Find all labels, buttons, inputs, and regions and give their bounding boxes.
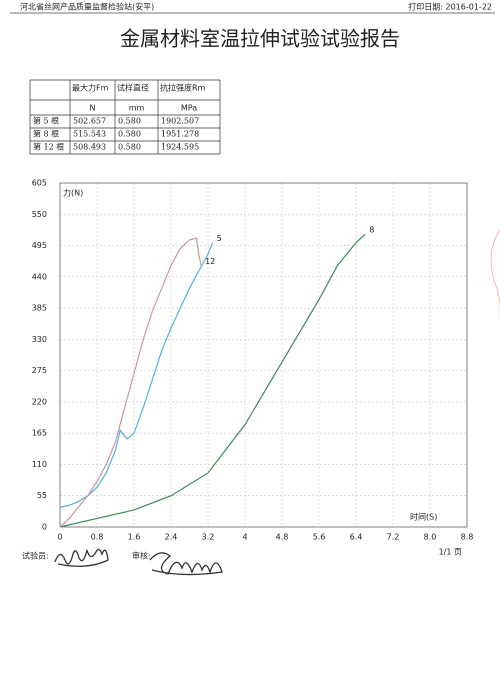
x-tick-label: 0.8	[91, 533, 104, 542]
y-tick-label: 110	[32, 460, 47, 469]
table-cell: 1951.278	[161, 130, 199, 139]
curve	[59, 233, 366, 528]
x-tick-label: 8.8	[461, 533, 474, 542]
table-cell: 第 12 根	[33, 142, 64, 152]
y-tick-label: 440	[32, 272, 47, 281]
table-header: 试样直径	[117, 83, 149, 93]
y-tick-label: 385	[32, 304, 47, 313]
x-tick-label: 6.4	[350, 533, 363, 542]
table-unit: mm	[129, 104, 145, 113]
table-unit: N	[90, 104, 96, 113]
y-tick-label: 495	[32, 241, 47, 250]
print-date: 打印日期: 2016-01-22	[408, 2, 492, 12]
table-unit: MPa	[181, 104, 197, 113]
y-tick-label: 55	[37, 491, 47, 500]
x-tick-label: 4	[242, 533, 247, 542]
table-cell: 502.657	[73, 117, 106, 126]
y-tick-label: 275	[32, 366, 47, 375]
tester-label: 试验员:	[22, 551, 49, 561]
table-cell: 1902.507	[161, 117, 199, 126]
plot-frame	[59, 182, 468, 528]
x-tick-label: 1.6	[128, 533, 141, 542]
page-number: 1/1 页	[439, 548, 462, 557]
curve-label: 12	[205, 257, 215, 266]
report-title: 金属材料室温拉伸试验试验报告	[120, 27, 400, 51]
reviewer-label: 审核:	[132, 551, 151, 561]
y-tick-label: 330	[32, 335, 47, 344]
curve	[59, 237, 202, 528]
y-tick-label: 220	[32, 397, 47, 406]
x-tick-label: 7.2	[387, 533, 400, 542]
table-cell: 515.543	[73, 130, 106, 139]
y-tick-label: 165	[32, 429, 47, 438]
x-tick-label: 5.6	[313, 533, 326, 542]
table-cell: 508.493	[73, 143, 106, 152]
station-name: 河北省丝网产品质量监督检验站(安平)	[20, 2, 154, 12]
x-axis-label: 时间(S)	[410, 512, 437, 522]
x-tick-label: 2.4	[165, 533, 178, 542]
tester-signature	[54, 548, 109, 567]
y-tick-label: 0	[42, 523, 47, 532]
x-tick-label: 4.8	[276, 533, 289, 542]
table-header: 抗拉强度Rm	[160, 83, 206, 93]
y-axis-label: 力(N)	[63, 188, 83, 198]
table-cell: 第 5 根	[33, 116, 59, 126]
table-cell: 第 8 根	[33, 129, 59, 139]
y-tick-label: 550	[32, 210, 47, 219]
y-tick-label: 605	[32, 179, 47, 188]
x-tick-label: 3.2	[202, 533, 215, 542]
table-cell: 1924.595	[161, 143, 199, 152]
curve-label: 8	[369, 226, 374, 235]
table-cell: 0.580	[118, 117, 141, 126]
stamp-edge	[490, 229, 500, 320]
curve-label: 5	[217, 234, 222, 243]
table-header: 最大力Fm	[72, 83, 109, 93]
reviewer-signature	[149, 552, 223, 576]
table-cell: 0.580	[118, 143, 141, 152]
table-cell: 0.580	[118, 130, 141, 139]
x-tick-label: 0	[57, 533, 62, 542]
x-tick-label: 8.0	[424, 533, 437, 542]
